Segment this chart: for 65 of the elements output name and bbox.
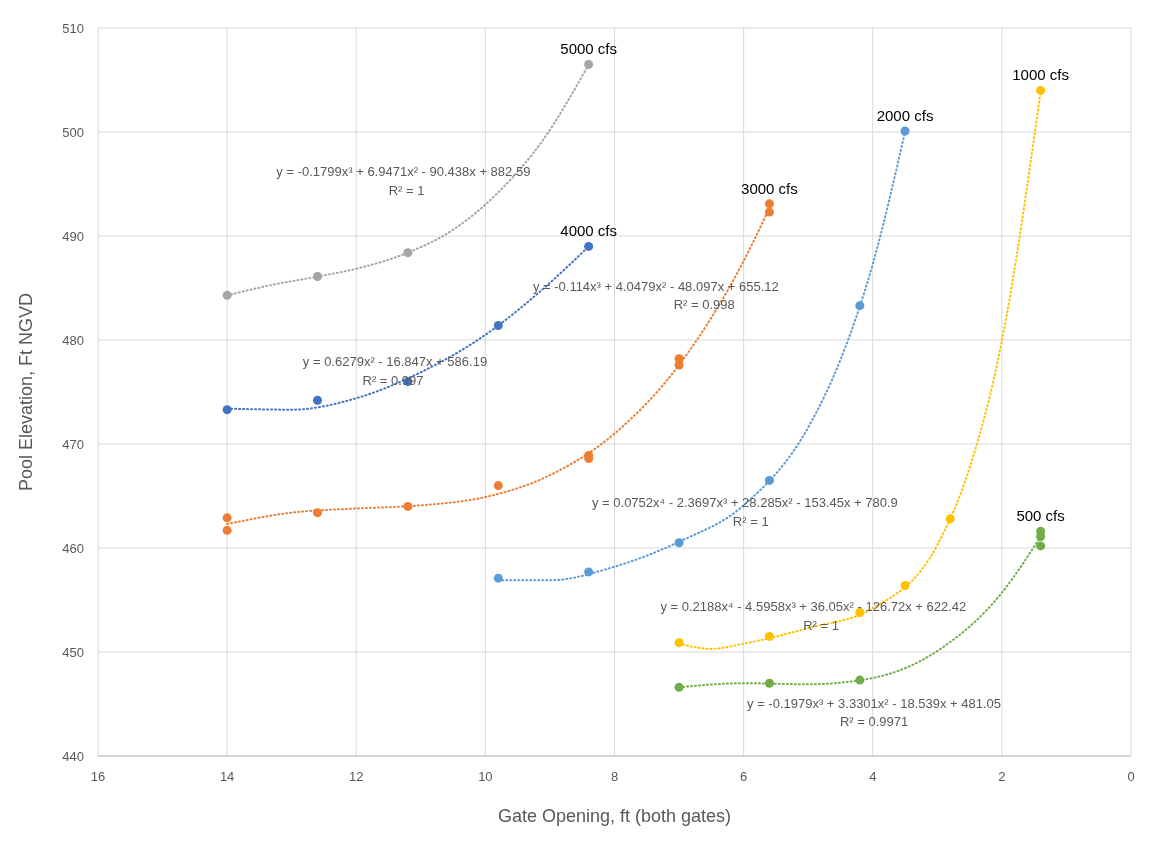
point — [222, 405, 232, 415]
point — [674, 638, 684, 648]
series-label: 1000 cfs — [1012, 66, 1069, 84]
x-tick-label: 12 — [349, 769, 364, 785]
point — [584, 241, 594, 251]
point — [1036, 532, 1046, 542]
point — [900, 580, 910, 590]
x-tick-label: 8 — [610, 769, 619, 785]
point — [222, 513, 232, 523]
point — [313, 508, 323, 518]
point — [764, 207, 774, 217]
point — [764, 475, 774, 485]
x-axis-title: Gate Opening, ft (both gates) — [497, 806, 732, 826]
y-tick-label: 450 — [62, 644, 84, 660]
point — [900, 126, 910, 136]
x-tick-label: 0 — [1127, 769, 1135, 785]
annotation: R² = 1 — [732, 513, 769, 529]
series-label: 500 cfs — [1016, 507, 1065, 525]
point — [403, 501, 413, 511]
y-tick-label: 460 — [62, 540, 84, 556]
series-label: 3000 cfs — [741, 179, 798, 197]
point — [674, 682, 684, 692]
series-label: 2000 cfs — [876, 106, 934, 124]
annotation: y = -0.1799x³ + 6.9471x² - 90.438x + 882.59 — [276, 164, 531, 180]
point — [764, 678, 774, 688]
x-tick-label: 16 — [90, 769, 106, 785]
point — [764, 631, 774, 641]
point — [855, 675, 865, 685]
point — [222, 525, 232, 535]
annotation: R² = 0.998 — [673, 297, 735, 313]
x-tick-label: 4 — [869, 769, 877, 785]
point — [855, 607, 865, 617]
point — [855, 301, 865, 311]
x-tick-label: 10 — [478, 769, 493, 785]
x-tick-label: 2 — [998, 769, 1006, 785]
annotation: y = -0.1979x³ + 3.3301x² - 18.539x + 481.05 — [747, 695, 1002, 711]
point — [764, 199, 774, 209]
point — [313, 395, 323, 405]
y-tick-label: 490 — [62, 228, 84, 244]
annotation: R² = 1 — [388, 182, 425, 198]
annotation: R² = 0.9971 — [839, 714, 909, 730]
point — [584, 567, 594, 577]
y-tick-label: 480 — [62, 332, 84, 348]
y-tick-label: 510 — [62, 20, 84, 36]
y-tick-label: 500 — [62, 124, 84, 140]
point — [1036, 541, 1046, 551]
point — [674, 538, 684, 548]
point — [584, 59, 594, 69]
point — [493, 481, 503, 491]
point — [945, 514, 955, 524]
point — [1036, 85, 1046, 95]
point — [222, 290, 232, 300]
point — [674, 360, 684, 370]
point — [403, 248, 413, 258]
x-tick-label: 6 — [740, 769, 748, 785]
point — [493, 320, 503, 330]
y-tick-label: 440 — [62, 748, 84, 764]
x-tick-label: 14 — [219, 769, 235, 785]
y-tick-label: 470 — [62, 436, 84, 452]
point — [313, 272, 323, 282]
point — [493, 573, 503, 583]
annotation: y = 0.0752x⁴ - 2.3697x³ + 28.285x² - 153.45x + 780.9 — [591, 494, 898, 510]
series-label: 5000 cfs — [560, 40, 618, 58]
y-axis-title: Pool Elevation, Ft NGVD — [16, 292, 37, 492]
series-label: 4000 cfs — [560, 222, 618, 240]
